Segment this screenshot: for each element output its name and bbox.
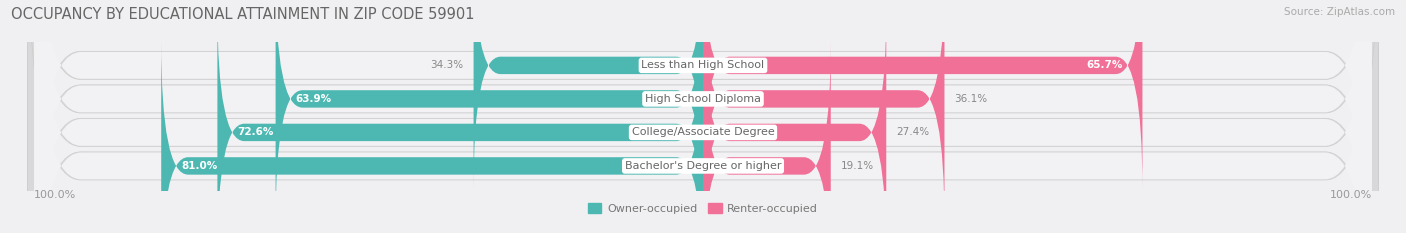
Text: 19.1%: 19.1% (841, 161, 875, 171)
Text: High School Diploma: High School Diploma (645, 94, 761, 104)
FancyBboxPatch shape (703, 0, 1143, 191)
Text: 27.4%: 27.4% (896, 127, 929, 137)
FancyBboxPatch shape (28, 0, 1378, 233)
Text: Bachelor's Degree or higher: Bachelor's Degree or higher (624, 161, 782, 171)
FancyBboxPatch shape (474, 0, 703, 191)
Text: 100.0%: 100.0% (34, 190, 76, 200)
FancyBboxPatch shape (34, 0, 1372, 233)
FancyBboxPatch shape (28, 0, 1378, 233)
Text: 81.0%: 81.0% (181, 161, 218, 171)
FancyBboxPatch shape (276, 0, 703, 224)
FancyBboxPatch shape (162, 41, 703, 233)
FancyBboxPatch shape (28, 0, 1378, 233)
FancyBboxPatch shape (703, 0, 945, 224)
Text: 72.6%: 72.6% (238, 127, 274, 137)
FancyBboxPatch shape (703, 41, 831, 233)
FancyBboxPatch shape (218, 7, 703, 233)
Text: Less than High School: Less than High School (641, 60, 765, 70)
Text: 34.3%: 34.3% (430, 60, 464, 70)
Text: 36.1%: 36.1% (955, 94, 987, 104)
Text: College/Associate Degree: College/Associate Degree (631, 127, 775, 137)
FancyBboxPatch shape (34, 0, 1372, 233)
FancyBboxPatch shape (34, 0, 1372, 233)
FancyBboxPatch shape (34, 0, 1372, 233)
Text: 63.9%: 63.9% (295, 94, 332, 104)
FancyBboxPatch shape (703, 7, 886, 233)
Text: OCCUPANCY BY EDUCATIONAL ATTAINMENT IN ZIP CODE 59901: OCCUPANCY BY EDUCATIONAL ATTAINMENT IN Z… (11, 7, 475, 22)
Text: 65.7%: 65.7% (1085, 60, 1122, 70)
FancyBboxPatch shape (28, 0, 1378, 233)
Text: Source: ZipAtlas.com: Source: ZipAtlas.com (1284, 7, 1395, 17)
Text: 100.0%: 100.0% (1330, 190, 1372, 200)
Legend: Owner-occupied, Renter-occupied: Owner-occupied, Renter-occupied (583, 199, 823, 218)
